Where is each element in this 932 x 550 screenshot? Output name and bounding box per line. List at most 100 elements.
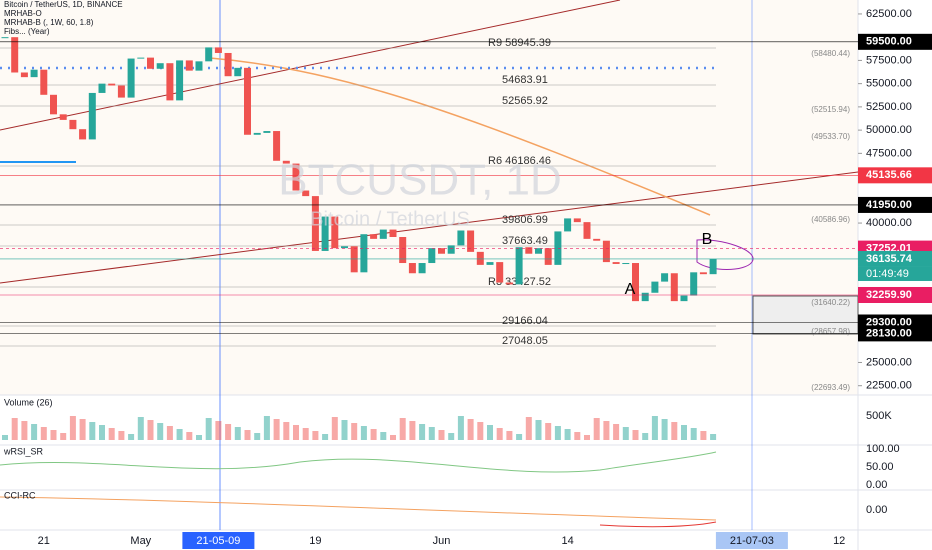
side-label: (49533.70) <box>811 132 850 141</box>
candle <box>360 234 368 273</box>
volume-bar <box>554 426 561 440</box>
candle <box>205 47 213 62</box>
candle <box>137 57 145 59</box>
volume-bar <box>467 419 474 440</box>
volume-bar <box>545 423 552 440</box>
x-tick-highlight <box>182 532 255 549</box>
side-label: (40586.96) <box>811 215 850 224</box>
candle <box>438 248 445 254</box>
candle <box>20 72 28 78</box>
x-tick-highlight <box>715 532 788 549</box>
candle <box>156 63 164 69</box>
volume-bar <box>244 430 251 440</box>
volume-bar <box>205 418 212 440</box>
y-tick-label: 57500.00 <box>866 54 912 66</box>
volume-bar <box>438 430 445 440</box>
volume-bar <box>128 434 135 440</box>
candle <box>486 262 494 265</box>
volume-bar <box>166 426 173 440</box>
legend-line: MRHAB-B (, 1W, 60, 1.8) <box>4 18 94 27</box>
price-tag <box>858 167 932 184</box>
candle <box>108 83 116 86</box>
candle <box>593 238 601 241</box>
cci-line <box>0 496 717 521</box>
volume-bar <box>516 434 523 440</box>
volume-bar <box>409 421 416 440</box>
volume-bar <box>147 420 154 440</box>
candle <box>670 273 678 302</box>
candle <box>612 262 620 264</box>
candle <box>583 222 591 239</box>
volume-bar <box>176 429 183 440</box>
volume-bar <box>108 428 115 440</box>
volume-bar <box>661 419 668 440</box>
volume-bar <box>31 424 38 440</box>
volume-bar <box>651 416 658 440</box>
candle <box>98 83 106 93</box>
volume-bar <box>496 428 503 440</box>
candle <box>389 229 397 237</box>
annotation: B <box>702 231 713 248</box>
candle <box>88 92 96 140</box>
price-tag <box>858 250 932 267</box>
fib-label: 52565.92 <box>502 95 548 107</box>
volume-bar <box>671 422 678 440</box>
volume-bar <box>681 425 687 440</box>
pane-title: wRSI_SR <box>3 446 44 456</box>
y-tick-label: 50000.00 <box>866 124 912 136</box>
fib-label: R6 46186.46 <box>488 155 551 167</box>
candle <box>622 263 630 265</box>
volume-bar <box>79 419 86 440</box>
candle <box>602 240 610 263</box>
volume-bar <box>419 424 426 440</box>
side-label: (28657.98) <box>811 327 850 336</box>
candle <box>176 60 184 101</box>
candle <box>476 251 484 265</box>
volume-bar <box>380 432 387 440</box>
price-tag <box>858 33 932 50</box>
price-tag-label: 36135.74 <box>866 253 913 265</box>
candle <box>370 234 378 239</box>
y-tick-label: 52500.00 <box>866 101 912 113</box>
candle <box>224 52 232 77</box>
volume-bar <box>263 416 270 440</box>
y-tick-label: 47500.00 <box>866 147 912 159</box>
volume-bar <box>593 418 600 440</box>
volume-bar <box>399 418 406 440</box>
fib-label: 29166.04 <box>502 315 548 327</box>
candle <box>573 218 581 223</box>
y-tick-label: 25000.00 <box>866 356 912 368</box>
y-tick-label: 22500.00 <box>866 380 912 392</box>
watermark-sub: Bitcoin / TetherUS <box>310 208 470 230</box>
volume-bar <box>710 434 717 440</box>
trend-line <box>0 171 859 284</box>
price-tag-label: 28130.00 <box>866 327 912 339</box>
countdown: 01:49:49 <box>866 268 909 280</box>
candle <box>515 247 523 285</box>
candle <box>50 94 57 115</box>
price-tag-label: 41950.00 <box>866 199 912 211</box>
volume-bar <box>525 417 532 440</box>
candle <box>408 263 416 274</box>
volume-bar <box>118 431 125 440</box>
pane-tick: 50.00 <box>866 461 894 473</box>
volume-bar <box>390 435 396 440</box>
pane-tick: 100.00 <box>866 443 900 455</box>
volume-bar <box>322 434 329 440</box>
pane-tick: 0.00 <box>866 504 887 516</box>
x-tick-label: Jun <box>433 535 451 547</box>
legend-line: Fibs... (Year) <box>4 27 50 36</box>
volume-bar <box>273 419 280 440</box>
volume-bar <box>2 435 8 440</box>
candle <box>234 67 242 77</box>
volume-bar <box>157 423 164 440</box>
volume-bar <box>50 430 57 440</box>
ma-line <box>209 57 711 216</box>
price-tag-label: 59500.00 <box>866 36 912 48</box>
candle <box>11 37 19 73</box>
volume-bar <box>69 416 76 440</box>
volume-bar <box>302 428 309 440</box>
x-tick-label: 21-07-03 <box>730 535 774 547</box>
